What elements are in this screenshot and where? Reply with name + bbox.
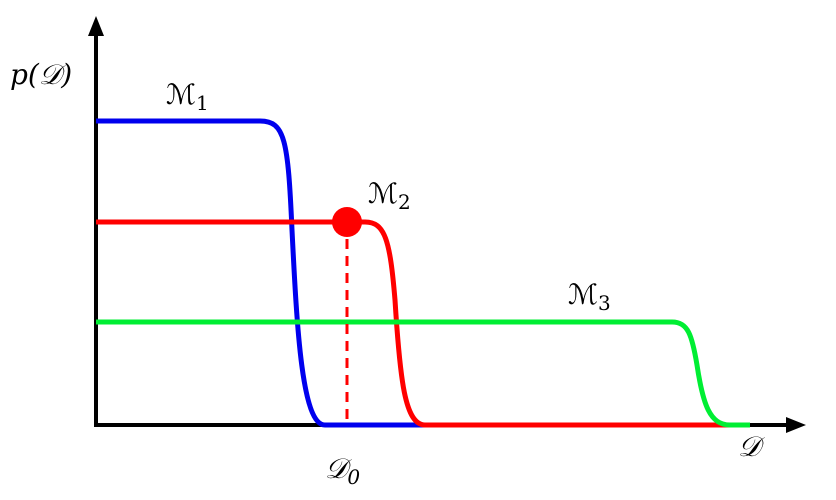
model-symbol: ℳ [368, 177, 398, 210]
model-subscript: 2 [398, 190, 411, 214]
model-1-label: ℳ1 [166, 78, 209, 115]
marker-subscript: 0 [347, 465, 360, 489]
model-2-label: ℳ2 [368, 177, 411, 214]
model-2-curve [96, 219, 750, 428]
y-axis-arrow [88, 16, 104, 36]
model-subscript: 1 [196, 91, 209, 115]
marker-label: 𝒟0 [325, 452, 360, 489]
model-1-curve [96, 118, 750, 428]
y-axis-label: p(𝒟) [10, 58, 72, 91]
marker-dot [332, 207, 362, 237]
model-3-curve [96, 319, 750, 428]
model-3-label: ℳ3 [568, 278, 611, 315]
model-symbol: ℳ [568, 278, 598, 311]
model-subscript: 3 [598, 291, 611, 315]
model-symbol: ℳ [166, 78, 196, 111]
x-axis-arrow [786, 417, 806, 433]
x-axis-label: 𝒟 [738, 430, 765, 463]
